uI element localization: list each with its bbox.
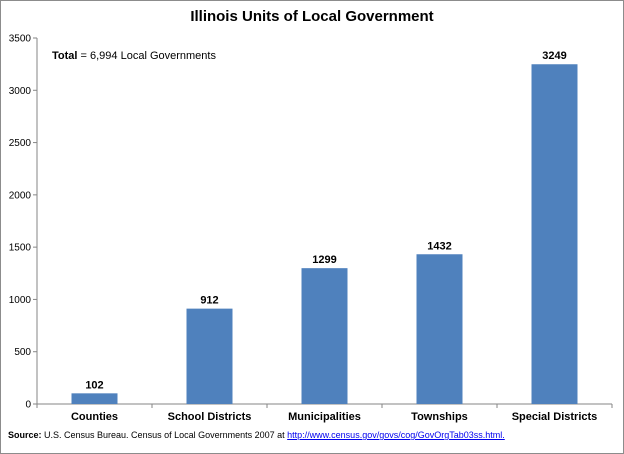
data-label: 102: [85, 379, 103, 391]
bar: [301, 268, 348, 404]
source-note: Source: U.S. Census Bureau. Census of Lo…: [8, 430, 505, 440]
y-tick-label: 2000: [9, 190, 32, 201]
x-tick-label: Counties: [71, 411, 118, 423]
bars: [71, 64, 578, 404]
y-tick-label: 3500: [9, 34, 32, 45]
chart-title: Illinois Units of Local Government: [190, 8, 434, 25]
data-label: 1432: [427, 240, 451, 252]
bar: [416, 254, 463, 404]
data-label: 3249: [542, 50, 566, 62]
source-link[interactable]: http://www.census.gov/govs/cog/GovOrgTab…: [287, 430, 505, 440]
y-tick-label: 3000: [9, 86, 32, 97]
total-label: Total: [52, 50, 78, 62]
y-tick-label: 0: [25, 400, 31, 411]
source-label: Source:: [8, 430, 42, 440]
data-labels: 102 912 1299 1432 3249: [85, 50, 566, 391]
y-tick-label: 1500: [9, 243, 32, 254]
bar: [531, 64, 578, 404]
x-tick-label: Townships: [411, 411, 468, 423]
data-label: 1299: [312, 254, 336, 266]
total-text: = 6,994 Local Governments: [77, 50, 216, 62]
data-label: 912: [200, 295, 218, 307]
x-tick-label: Municipalities: [288, 411, 361, 423]
source-text: U.S. Census Bureau. Census of Local Gove…: [41, 430, 288, 440]
total-annotation: Total = 6,994 Local Governments: [52, 50, 216, 62]
y-tick-label: 1000: [9, 295, 32, 306]
x-tick-label: Special Districts: [512, 411, 598, 423]
y-tick-label: 500: [14, 347, 31, 358]
bar: [71, 393, 118, 404]
y-axis: 0 500 1000 1500 2000 2500 3000 3500: [9, 34, 38, 411]
x-axis: Counties School Districts Municipalities To…: [36, 403, 613, 423]
bar: [186, 308, 233, 404]
x-tick-label: School Districts: [168, 411, 252, 423]
y-tick-label: 2500: [9, 138, 32, 149]
